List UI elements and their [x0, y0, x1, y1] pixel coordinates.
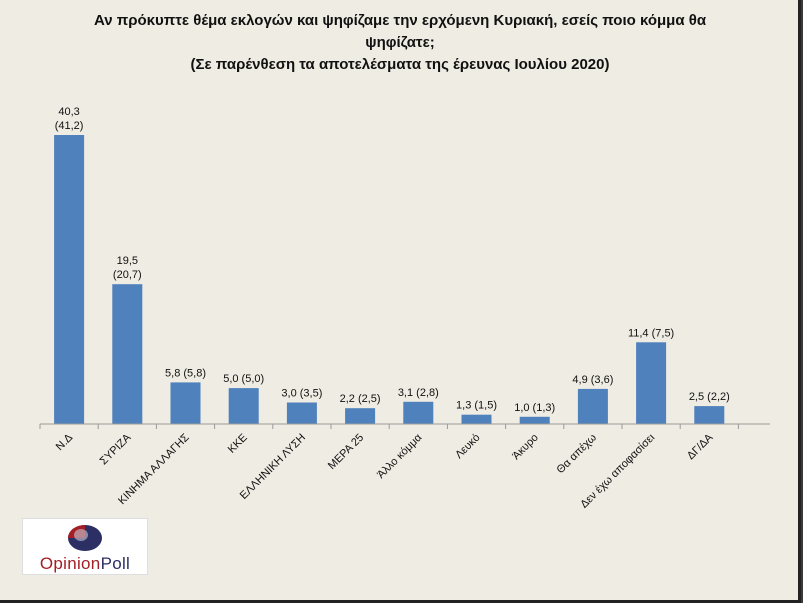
- data-label-8: 1,0 (1,3): [514, 402, 555, 414]
- bar-3: [228, 388, 259, 424]
- data-label-11: 2,5 (2,2): [689, 391, 730, 403]
- data-label-9: 4,9 (3,6): [572, 374, 613, 386]
- opinionpoll-logo-icon: [68, 525, 102, 551]
- bar-2: [170, 382, 201, 424]
- data-label-1-1: (20,7): [113, 269, 142, 281]
- category-label-6: Άλλο κόμμα: [375, 431, 425, 481]
- bar-10: [636, 342, 667, 424]
- opinionpoll-logo-text: OpinionPoll: [23, 554, 147, 574]
- category-label-4: ΕΛΛΗΝΙΚΗ ΛΥΣΗ: [238, 432, 308, 502]
- category-label-0: Ν.Δ: [54, 431, 76, 453]
- category-label-3: ΚΚΕ: [226, 432, 250, 456]
- data-label-4: 3,0 (3,5): [281, 388, 322, 400]
- bar-9: [577, 388, 608, 424]
- chart-title: Αν πρόκυπτε θέμα εκλογών και ψηφίζαμε τη…: [40, 10, 760, 76]
- data-label-7: 1,3 (1,5): [456, 400, 497, 412]
- data-label-2: 5,8 (5,8): [165, 367, 206, 379]
- data-label-5: 2,2 (2,5): [340, 393, 381, 405]
- bar-7: [461, 414, 492, 424]
- data-label-0-0: 40,3: [58, 106, 79, 118]
- category-label-1: ΣΥΡΙΖΑ: [98, 431, 134, 467]
- data-label-0-1: (41,2): [55, 120, 84, 132]
- logo-text-poll: Poll: [100, 554, 131, 573]
- bar-0: [54, 135, 85, 424]
- opinionpoll-logo: OpinionPoll: [22, 518, 148, 575]
- bar-4: [286, 402, 317, 424]
- category-label-9: Θα απέχω: [555, 431, 600, 476]
- data-label-6: 3,1 (2,8): [398, 387, 439, 399]
- category-label-7: Λευκό: [453, 432, 483, 462]
- bar-1: [112, 284, 143, 424]
- logo-text-opinion: Opinion: [39, 554, 101, 573]
- data-label-10: 11,4 (7,5): [628, 327, 674, 339]
- category-label-5: ΜΕΡΑ 25: [326, 432, 366, 472]
- category-label-8: Άκυρο: [510, 432, 541, 463]
- data-label-1-0: 19,5: [117, 255, 138, 267]
- bar-11: [694, 406, 725, 424]
- chart-title-line-1: Αν πρόκυπτε θέμα εκλογών και ψηφίζαμε τη…: [93, 12, 707, 29]
- chart-title-line-3: (Σε παρένθεση τα αποτελέσματα της έρευνα…: [190, 56, 610, 73]
- data-label-3: 5,0 (5,0): [223, 373, 264, 385]
- category-label-11: ΔΓ/ΔΑ: [685, 431, 716, 462]
- bar-6: [403, 401, 434, 424]
- chart-title-line-2: ψηφίζατε;: [365, 34, 435, 51]
- bar-8: [519, 416, 550, 424]
- bar-5: [345, 408, 376, 424]
